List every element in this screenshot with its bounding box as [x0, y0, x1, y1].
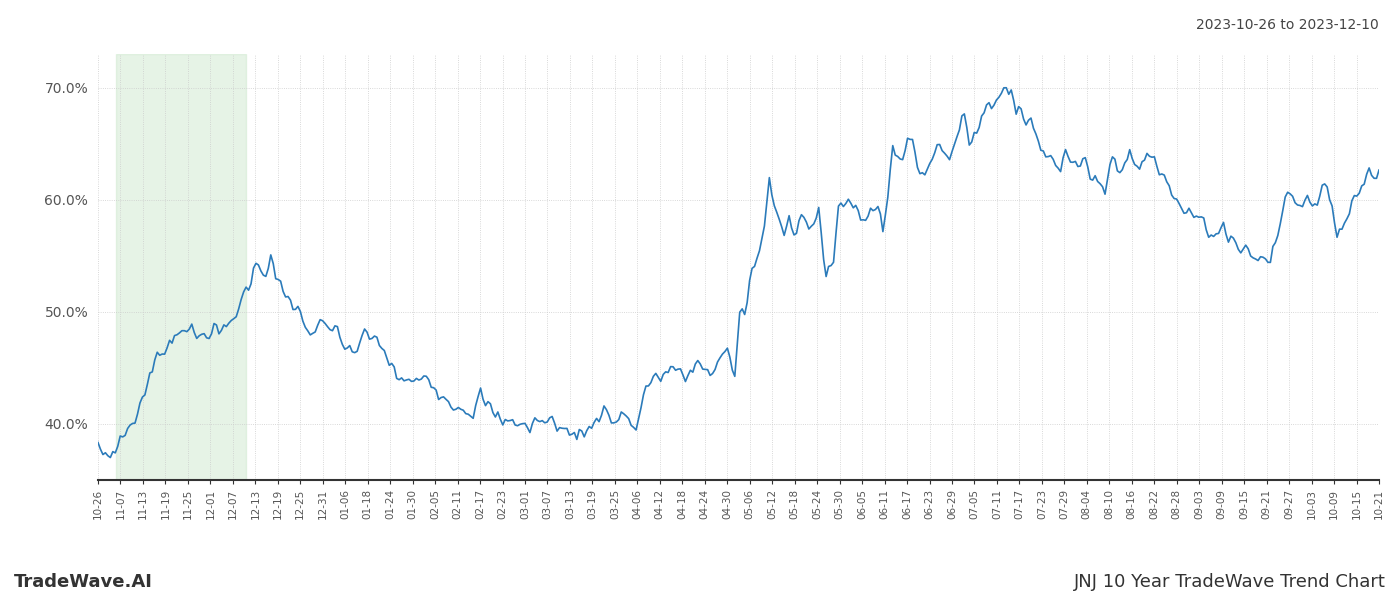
- Text: JNJ 10 Year TradeWave Trend Chart: JNJ 10 Year TradeWave Trend Chart: [1074, 573, 1386, 591]
- Text: TradeWave.AI: TradeWave.AI: [14, 573, 153, 591]
- Text: 2023-10-26 to 2023-12-10: 2023-10-26 to 2023-12-10: [1196, 18, 1379, 32]
- Bar: [116, 54, 245, 480]
